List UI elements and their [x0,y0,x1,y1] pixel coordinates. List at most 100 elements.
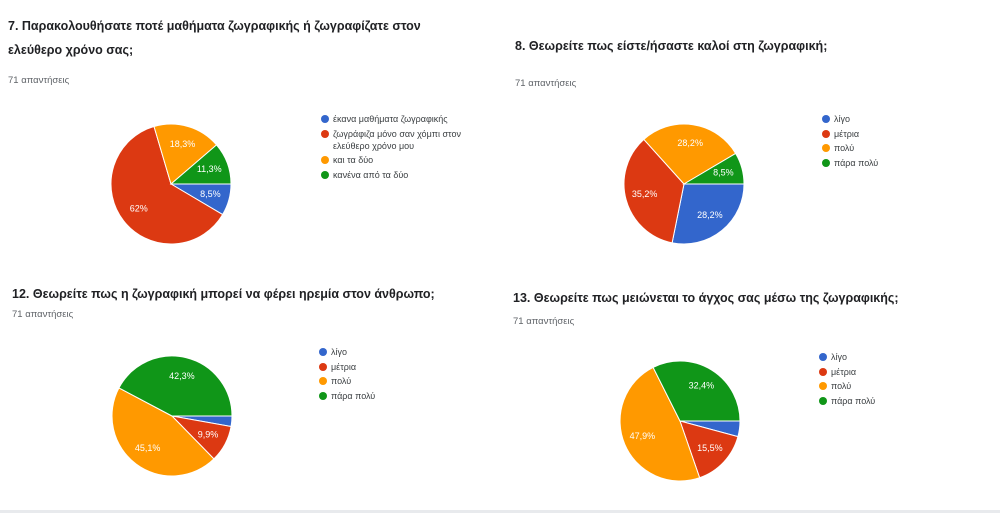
legend-item: ζωγράφιζα μόνο σαν χόμπι στον ελεύθερο χρ… [321,128,471,152]
pie-slice [169,144,232,185]
slice-label: 45,1% [135,443,161,453]
legend-swatch [321,129,329,138]
legend-swatch [319,391,327,400]
legend-swatch [822,158,830,167]
legend-item: μέτρια [819,366,969,378]
legend-label: πάρα πολύ [331,390,376,401]
legend-item: λίγο [819,351,969,363]
legend-swatch [819,396,827,405]
pie-chart: 15,5% 47,9% 32,4% [619,360,741,482]
chart-title: 7. Παρακολουθήσατε ποτέ μαθήματα ζωγραφι… [8,14,428,62]
pie-chart: 8,5% 62% 18,3% 11,3% [110,123,232,245]
legend-label: έκανα μαθήματα ζωγραφικής [333,114,448,124]
legend-swatch [822,115,830,123]
pie-chart: 28,2% 35,2% 28,2% 8,5% [623,123,745,245]
response-count: 71 απαντήσεις [12,309,74,320]
legend-swatch [319,348,327,356]
chart-panel-q12: 12. Θεωρείτε πως η ζωγραφική μπορεί να φ… [0,262,505,510]
page-divider [0,510,1000,513]
pie-slice [671,183,745,245]
slice-label: 18,3% [170,139,196,149]
legend-item: μέτρια [319,361,469,373]
legend-label: μέτρια [834,128,860,139]
slice-label: 28,2% [697,210,723,220]
title-line: 12. Θεωρείτε πως η ζωγραφική μπορεί να φ… [12,287,435,301]
legend-swatch [319,377,327,385]
legend-item: πάρα πολύ [319,390,469,402]
legend-label: πολύ [331,376,352,386]
legend-item: πάρα πολύ [822,157,972,169]
slice-label: 8,5% [713,168,734,178]
slice-label: 15,5% [697,443,723,453]
pie-slice [153,123,218,185]
legend-item: πολύ [819,380,969,392]
pie-slice [111,387,215,477]
chart-panel-q8: 8. Θεωρείτε πως είστε/ήσαστε καλοί στη ζ… [507,0,1000,260]
pie-slice [110,125,224,245]
legend-label: πάρα πολύ [831,395,876,406]
legend-swatch [822,129,830,138]
chart-legend: λίγο μέτρια πολύ πάρα πολύ [319,346,469,404]
pie-chart: 9,9% 45,1% 42,3% [111,355,233,477]
title-line: 7. Παρακολουθήσατε ποτέ μαθήματα ζωγραφι… [8,19,421,33]
legend-item: πάρα πολύ [819,395,969,407]
pie-slice [682,152,745,185]
legend-label: πάρα πολύ [834,157,879,168]
response-count: 71 απαντήσεις [8,75,70,86]
slice-label: 42,3% [169,371,195,381]
chart-legend: λίγο μέτρια πολύ πάρα πολύ [822,113,972,171]
slice-label: 9,9% [198,429,219,439]
legend-label-line2: ελεύθερο χρόνο μου [333,140,415,151]
legend-item: και τα δύο [321,154,471,166]
slice-label: 47,9% [630,431,656,441]
legend-label: μέτρια [331,361,357,372]
legend-item: κανένα από τα δύο [321,169,471,181]
pie-slice [118,355,233,417]
slice-label: 8,5% [200,189,221,199]
pie-slice [643,123,737,185]
legend-swatch [321,156,329,164]
legend-item: μέτρια [822,128,972,140]
legend-item: πολύ [319,375,469,387]
response-count: 71 απαντήσεις [513,316,575,327]
legend-swatch [822,144,830,152]
legend-label: ζωγράφιζα μόνο σαν χόμπι στον [333,128,461,139]
legend-label: κανένα από τα δύο [333,169,409,180]
chart-panel-q7: 7. Παρακολουθήσατε ποτέ μαθήματα ζωγραφι… [0,0,505,260]
response-count: 71 απαντήσεις [515,78,577,89]
chart-legend: έκανα μαθήματα ζωγραφικής ζωγράφιζα μόνο… [321,113,471,183]
legend-label: λίγο [831,352,848,362]
pie-slice [623,138,685,244]
legend-swatch [819,382,827,390]
slice-label: 28,2% [677,138,703,148]
legend-swatch [321,115,329,123]
legend-swatch [819,353,827,361]
title-line: ελεύθερο χρόνο σας; [8,43,134,57]
legend-label: πολύ [831,381,852,391]
title-line: 13. Θεωρείτε πως μειώνεται το άγχος σας … [513,291,899,305]
legend-swatch [819,367,827,376]
legend-item: έκανα μαθήματα ζωγραφικής [321,113,471,125]
chart-legend: λίγο μέτρια πολύ πάρα πολύ [819,351,969,409]
title-line: 8. Θεωρείτε πως είστε/ήσαστε καλοί στη ζ… [515,39,828,53]
chart-title: 12. Θεωρείτε πως η ζωγραφική μπορεί να φ… [12,282,492,306]
legend-swatch [321,170,329,179]
slice-label: 62% [130,203,148,213]
chart-title: 8. Θεωρείτε πως είστε/ήσαστε καλοί στη ζ… [515,34,985,58]
legend-label: πολύ [834,143,855,153]
legend-swatch [319,362,327,371]
legend-label: μέτρια [831,366,857,377]
pie-slice [619,366,701,482]
slice-label: 11,3% [197,164,222,174]
chart-panel-q13: 13. Θεωρείτε πως μειώνεται το άγχος σας … [507,262,1000,510]
legend-item: λίγο [319,346,469,358]
pie-slice [652,360,741,422]
legend-label: λίγο [834,114,851,124]
legend-item: λίγο [822,113,972,125]
legend-label: και τα δύο [333,155,374,165]
chart-title: 13. Θεωρείτε πως μειώνεται το άγχος σας … [513,286,983,310]
legend-label: λίγο [331,347,348,357]
slice-label: 32,4% [689,381,715,391]
slice-label: 35,2% [632,189,658,199]
pie-slice [679,420,739,479]
